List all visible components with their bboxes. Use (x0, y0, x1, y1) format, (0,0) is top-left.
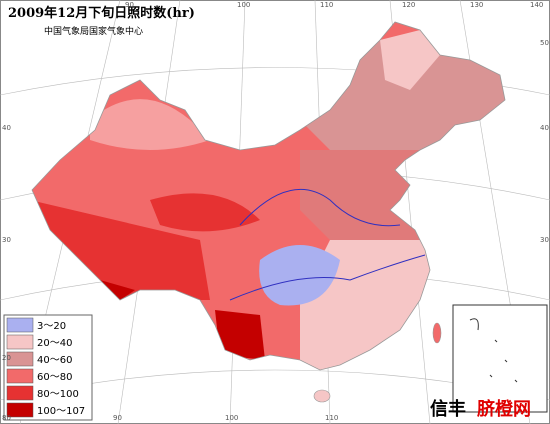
graticule-label: 20 (2, 354, 11, 362)
legend-swatch (6, 351, 34, 367)
graticule-label: 130 (470, 1, 483, 9)
legend-swatch (6, 368, 34, 384)
legend-swatch (6, 317, 34, 333)
watermark: 脐橙网 (476, 398, 531, 420)
graticule-label: 40 (540, 124, 549, 132)
inset-islands (469, 318, 518, 383)
graticule-label: 120 (402, 1, 415, 9)
title: 2009年12月下旬日照时数(hr) (8, 5, 195, 21)
graticule-label: 100 (225, 414, 238, 422)
graticule-label: 90 (125, 1, 134, 9)
graticule-label: 50 (540, 39, 549, 47)
watermark: 信丰 (430, 398, 466, 420)
graticule-label: 100 (237, 1, 250, 9)
graticule-label: 80 (2, 414, 11, 422)
graticule-label: 90 (113, 414, 122, 422)
south-sea-inset (452, 304, 548, 413)
legend-label: 80～100 (37, 389, 79, 400)
graticule-label: 110 (325, 414, 338, 422)
legend: 3～20 20～40 40～60 60～80 80～100 100～107 (3, 314, 93, 421)
graticule-label: 110 (320, 1, 333, 9)
graticule-label: 30 (540, 236, 549, 244)
graticule-label: 140 (530, 1, 543, 9)
legend-label: 60～80 (37, 372, 72, 383)
legend-label: 40～60 (37, 355, 72, 366)
legend-swatch (6, 385, 34, 401)
graticule-label: 40 (2, 124, 11, 132)
legend-label: 20～40 (37, 338, 72, 349)
graticule-label: 30 (2, 236, 11, 244)
legend-swatch (6, 402, 34, 418)
subtitle: 中国气象局国家气象中心 (44, 25, 143, 37)
legend-label: 100～107 (37, 406, 85, 417)
legend-swatch (6, 334, 34, 350)
legend-label: 3～20 (37, 321, 66, 332)
legend-box (3, 314, 93, 421)
